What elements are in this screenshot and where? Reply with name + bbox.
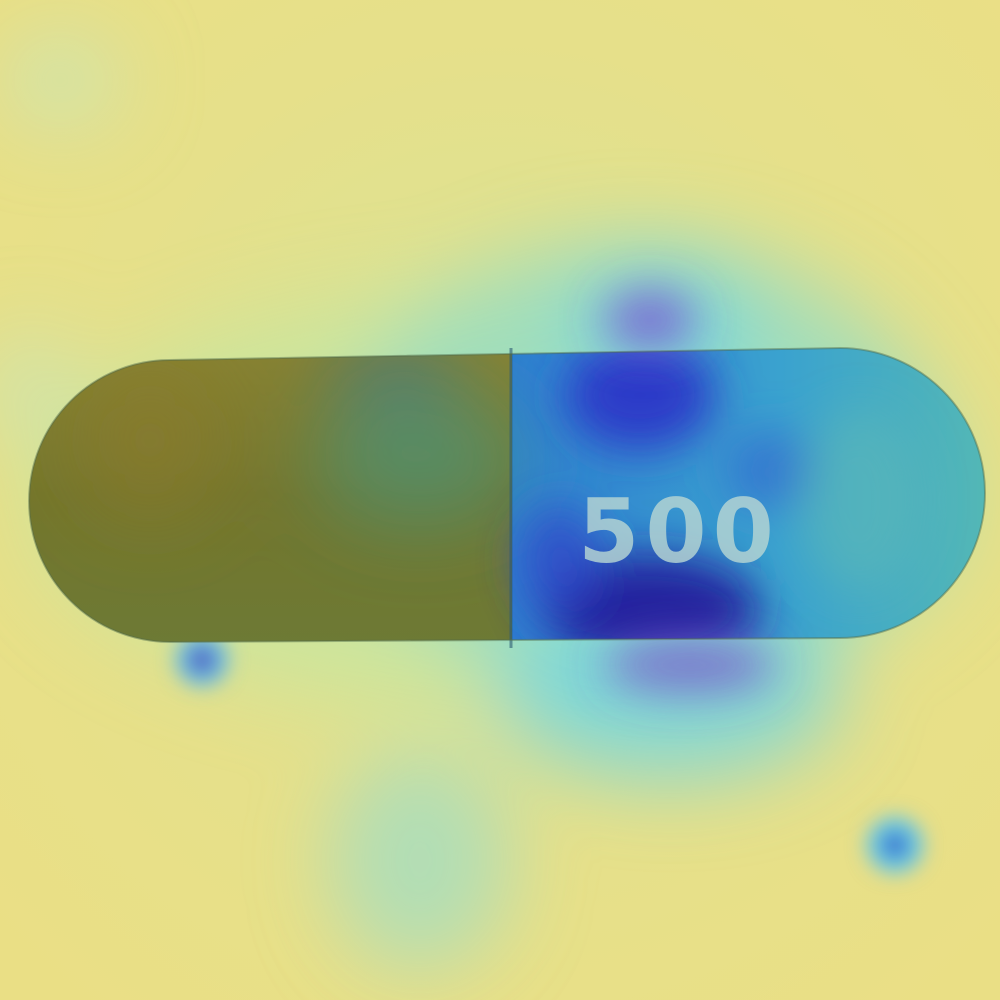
capsule-outline bbox=[28, 346, 986, 644]
small-hotspots bbox=[176, 634, 923, 873]
capsule bbox=[29, 348, 985, 642]
purple-glow bbox=[605, 290, 775, 693]
